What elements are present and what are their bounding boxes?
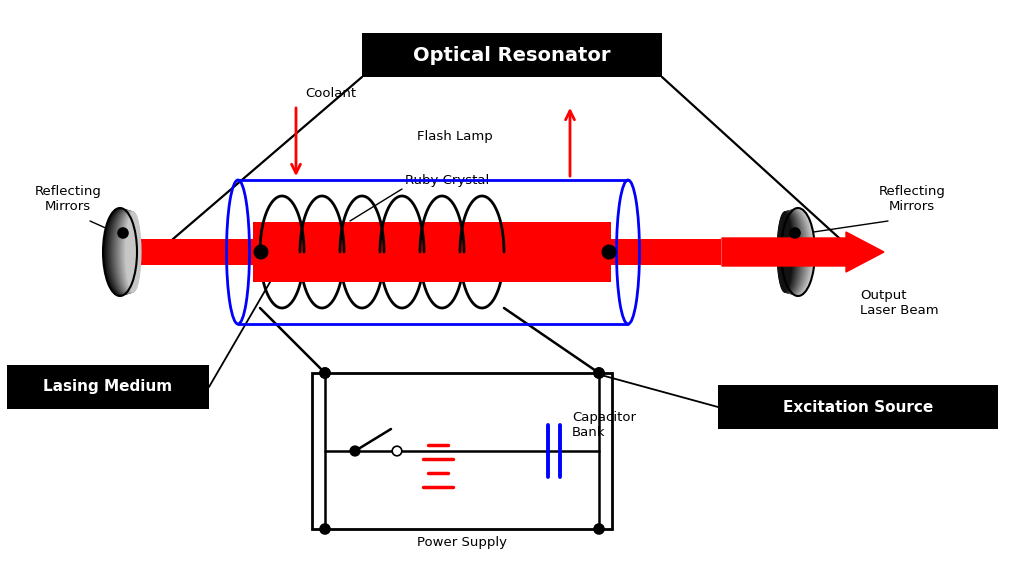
Ellipse shape: [779, 210, 805, 294]
Circle shape: [602, 245, 615, 259]
Bar: [253, 222, 611, 282]
Bar: [7, 365, 209, 409]
Ellipse shape: [103, 208, 137, 296]
Ellipse shape: [780, 208, 813, 295]
Ellipse shape: [780, 208, 812, 295]
Circle shape: [254, 245, 268, 259]
Text: Lasing Medium: Lasing Medium: [43, 380, 173, 394]
Ellipse shape: [779, 209, 808, 295]
Ellipse shape: [109, 209, 138, 295]
Ellipse shape: [778, 210, 801, 294]
Ellipse shape: [779, 209, 809, 295]
Ellipse shape: [108, 208, 138, 295]
Bar: [718, 385, 998, 429]
Ellipse shape: [778, 210, 802, 294]
Ellipse shape: [780, 209, 809, 295]
Ellipse shape: [115, 210, 139, 294]
Ellipse shape: [777, 211, 797, 293]
Ellipse shape: [111, 209, 138, 295]
Text: Reflecting
Mirrors: Reflecting Mirrors: [35, 185, 101, 213]
FancyArrow shape: [722, 232, 884, 272]
Ellipse shape: [110, 209, 138, 295]
Ellipse shape: [120, 211, 140, 293]
Ellipse shape: [777, 211, 794, 293]
Circle shape: [319, 367, 331, 379]
Ellipse shape: [118, 210, 140, 294]
Ellipse shape: [117, 210, 140, 294]
Circle shape: [392, 446, 401, 456]
Text: Optical Resonator: Optical Resonator: [414, 46, 610, 64]
Text: Excitation Source: Excitation Source: [783, 399, 933, 415]
Ellipse shape: [779, 210, 806, 294]
Ellipse shape: [124, 211, 141, 293]
Ellipse shape: [123, 211, 141, 293]
Text: Flash Lamp: Flash Lamp: [417, 130, 493, 143]
Ellipse shape: [777, 211, 796, 293]
Ellipse shape: [115, 210, 139, 294]
Ellipse shape: [779, 209, 807, 295]
Ellipse shape: [112, 209, 138, 295]
Ellipse shape: [779, 210, 804, 294]
Bar: [128, 239, 253, 265]
Bar: [312, 373, 612, 529]
Text: Ruby Crystal: Ruby Crystal: [406, 174, 489, 187]
Circle shape: [319, 523, 331, 535]
Text: Output
Laser Beam: Output Laser Beam: [860, 289, 939, 317]
Ellipse shape: [121, 211, 140, 293]
Circle shape: [593, 367, 605, 379]
Circle shape: [593, 367, 605, 379]
Ellipse shape: [781, 208, 815, 296]
Text: Reflecting
Mirrors: Reflecting Mirrors: [879, 185, 945, 213]
Ellipse shape: [125, 211, 141, 293]
Circle shape: [593, 523, 605, 535]
Text: Power Supply: Power Supply: [417, 536, 507, 549]
Ellipse shape: [116, 210, 139, 294]
Circle shape: [319, 367, 331, 379]
Ellipse shape: [778, 210, 803, 294]
Text: Capacitor
Bank: Capacitor Bank: [572, 411, 636, 439]
Bar: [611, 239, 721, 265]
Ellipse shape: [781, 208, 814, 296]
Ellipse shape: [780, 208, 810, 295]
Text: Coolant: Coolant: [305, 87, 356, 100]
Circle shape: [790, 227, 801, 239]
Ellipse shape: [777, 211, 798, 293]
Ellipse shape: [103, 208, 137, 296]
Ellipse shape: [105, 208, 137, 295]
Ellipse shape: [778, 210, 799, 294]
Ellipse shape: [777, 211, 798, 293]
Ellipse shape: [113, 210, 139, 294]
Ellipse shape: [104, 208, 137, 295]
Ellipse shape: [122, 211, 140, 293]
Circle shape: [117, 227, 129, 239]
Ellipse shape: [780, 208, 811, 295]
Ellipse shape: [119, 210, 140, 294]
Ellipse shape: [106, 208, 138, 295]
Ellipse shape: [777, 211, 795, 293]
Ellipse shape: [776, 211, 793, 293]
Circle shape: [350, 446, 359, 456]
Ellipse shape: [114, 210, 139, 294]
Bar: [362, 33, 662, 77]
Ellipse shape: [125, 211, 141, 293]
Ellipse shape: [778, 210, 800, 294]
